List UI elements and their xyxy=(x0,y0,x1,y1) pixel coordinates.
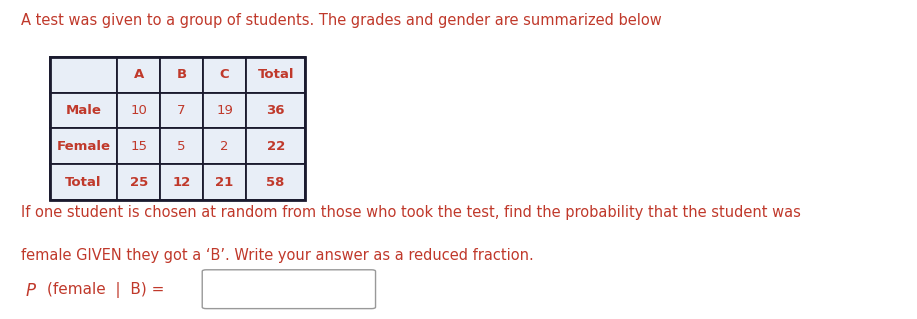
Text: 19: 19 xyxy=(216,104,233,117)
Bar xyxy=(160,129,203,164)
Text: 7: 7 xyxy=(177,104,186,117)
Text: Male: Male xyxy=(65,104,101,117)
Bar xyxy=(246,57,305,93)
Text: $P$: $P$ xyxy=(25,282,37,300)
Bar xyxy=(160,57,203,93)
Text: 21: 21 xyxy=(215,175,234,189)
FancyBboxPatch shape xyxy=(203,270,376,308)
Bar xyxy=(50,57,117,93)
Bar xyxy=(117,93,160,129)
Bar xyxy=(203,93,246,129)
Text: A: A xyxy=(134,68,144,81)
Bar xyxy=(160,164,203,200)
Text: 58: 58 xyxy=(267,175,285,189)
Text: If one student is chosen at random from those who took the test, find the probab: If one student is chosen at random from … xyxy=(21,204,801,219)
Text: 25: 25 xyxy=(129,175,148,189)
Bar xyxy=(160,93,203,129)
Text: female GIVEN they got a ‘B’. Write your answer as a reduced fraction.: female GIVEN they got a ‘B’. Write your … xyxy=(21,248,534,263)
Bar xyxy=(203,57,246,93)
Bar xyxy=(117,164,160,200)
Text: 10: 10 xyxy=(130,104,147,117)
Bar xyxy=(246,164,305,200)
Text: (female  |  B) =: (female | B) = xyxy=(47,282,164,298)
Text: Female: Female xyxy=(56,140,110,153)
Bar xyxy=(50,129,117,164)
Text: 15: 15 xyxy=(130,140,148,153)
Text: B: B xyxy=(177,68,187,81)
Text: C: C xyxy=(220,68,229,81)
Text: 12: 12 xyxy=(172,175,191,189)
Bar xyxy=(246,129,305,164)
Text: Total: Total xyxy=(258,68,294,81)
Bar xyxy=(203,164,246,200)
Text: 22: 22 xyxy=(267,140,285,153)
Text: 5: 5 xyxy=(177,140,186,153)
Bar xyxy=(50,57,305,200)
Bar xyxy=(246,93,305,129)
Bar xyxy=(117,129,160,164)
Bar xyxy=(50,93,117,129)
Text: 2: 2 xyxy=(220,140,228,153)
Text: Total: Total xyxy=(65,175,102,189)
Bar xyxy=(203,129,246,164)
Bar xyxy=(50,164,117,200)
Bar xyxy=(117,57,160,93)
Text: A test was given to a group of students. The grades and gender are summarized be: A test was given to a group of students.… xyxy=(21,13,661,28)
Text: 36: 36 xyxy=(267,104,285,117)
